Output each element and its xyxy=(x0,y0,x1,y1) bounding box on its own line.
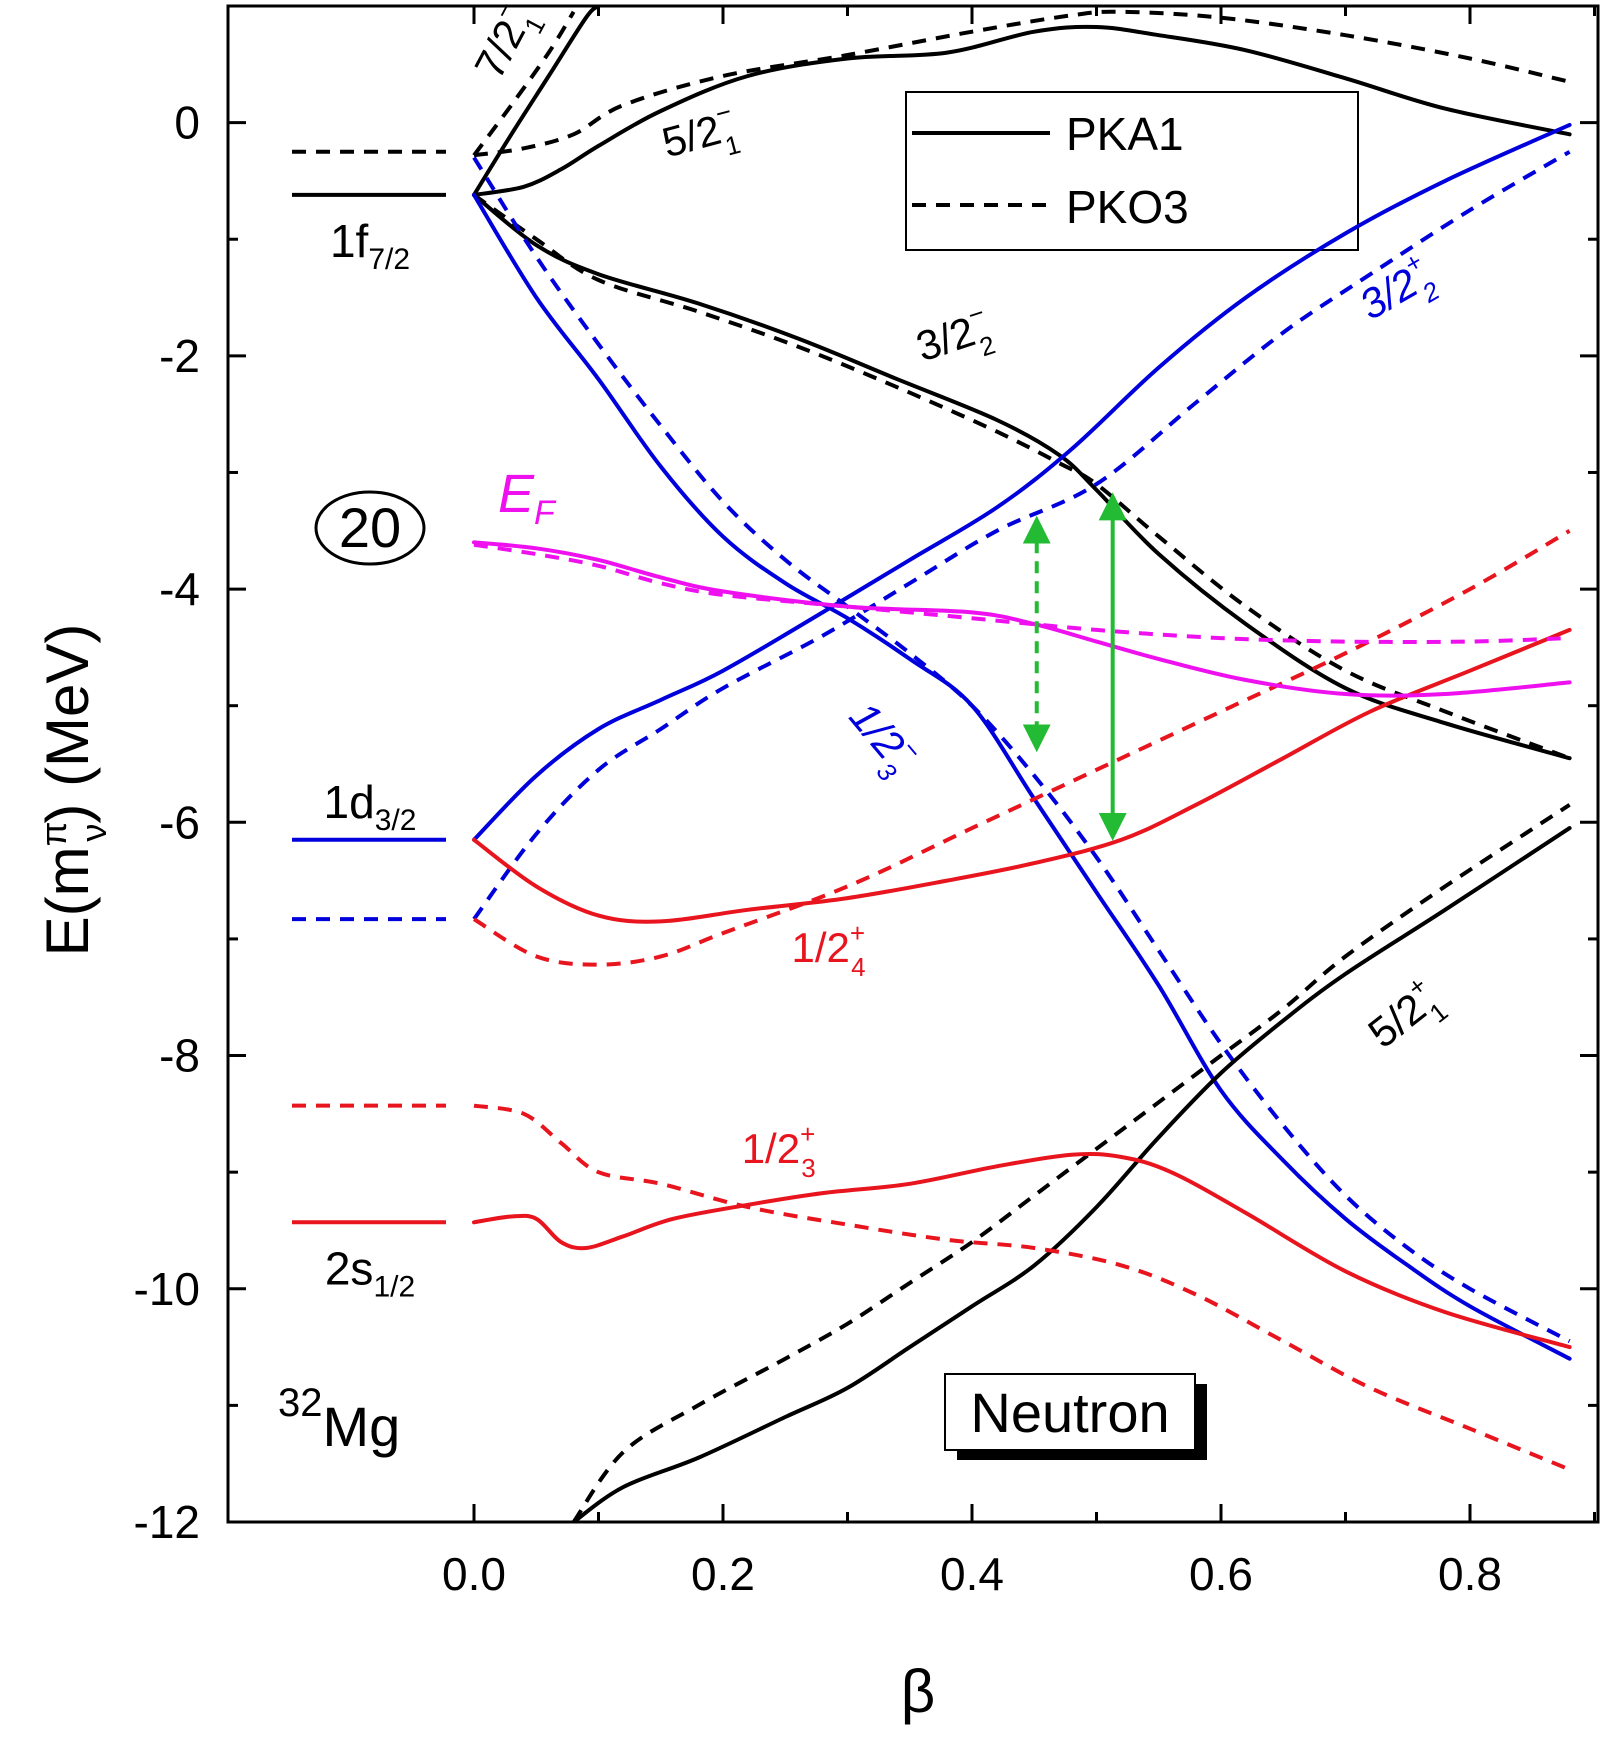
x-tick-label: 0.2 xyxy=(691,1548,755,1600)
spherical-levels: 1f7/2 1d3/2 2s1/2 xyxy=(292,149,446,1303)
nucleus-mass-number: 32 xyxy=(278,1381,323,1425)
y-tick-label: -4 xyxy=(159,563,200,615)
legend-label-pko3: PKO3 xyxy=(1066,181,1189,233)
y-tick-label: -2 xyxy=(159,330,200,382)
curve-label-sub: 2 xyxy=(976,329,999,362)
spherical-level-label-sub: 7/2 xyxy=(368,243,410,276)
magic-number-text: 20 xyxy=(339,496,401,559)
series-line-pko3-black-1 xyxy=(473,9,1571,158)
nucleus-symbol: Mg xyxy=(323,1395,401,1458)
series-line-pka1-blue-8 xyxy=(472,122,1572,842)
curve-label-text: 1/2−3 xyxy=(832,689,929,787)
curve-label-sub: 3 xyxy=(801,1153,815,1183)
y-tick-label: 0 xyxy=(174,97,200,149)
curve-label-main: 1/2 xyxy=(742,1125,800,1172)
curve-label: 1/2+ 3 xyxy=(742,1119,816,1183)
curve-label-text: 1/2+ 4 xyxy=(792,918,866,982)
fermi-level-sub: F xyxy=(534,494,557,532)
particle-label-box xyxy=(944,1373,1196,1451)
y-tick-label: -12 xyxy=(134,1496,200,1548)
series-line-pko3-black-3 xyxy=(472,10,576,157)
curve-label-sub: 1 xyxy=(722,129,744,162)
curve-label: 3/2+2 xyxy=(1348,246,1445,339)
spherical-level-label-main: 1d xyxy=(324,776,375,828)
series-line-pka1-black-0 xyxy=(472,24,1572,197)
y-axis-title-sup: π xyxy=(33,822,74,847)
curve-label: 1/2+ 4 xyxy=(792,918,866,982)
particle-label: Neutron xyxy=(944,1373,1207,1460)
series-line-pko3-blue-7 xyxy=(472,156,1571,1343)
arrows-layer xyxy=(1022,492,1127,841)
magic-number-ellipse xyxy=(314,490,426,566)
legend-label-pka1: PKA1 xyxy=(1066,108,1184,160)
series-line-pka1-black-12 xyxy=(571,826,1572,1522)
curve-label: 5/2+1 xyxy=(1356,969,1454,1065)
curve-label-main: 1/2 xyxy=(792,924,850,971)
y-axis-title-sub: ν xyxy=(73,824,114,842)
magic-number-label: 20 xyxy=(314,490,426,566)
curve-label-text: 3/2+2 xyxy=(1348,246,1445,339)
series-line-pka1-magenta-16 xyxy=(472,540,1572,698)
series-line-pka1-red-10 xyxy=(472,627,1572,924)
spherical-level-label-sub: 1/2 xyxy=(373,1270,415,1303)
x-tick-label: 0.8 xyxy=(1438,1548,1502,1600)
legend-box xyxy=(905,91,1359,251)
spherical-level-label-sub: 3/2 xyxy=(375,804,417,837)
spherical-level-label: 1f7/2 xyxy=(330,215,410,276)
curve-label-text: 5/2+1 xyxy=(1356,969,1454,1065)
spherical-level-label-main: 1f xyxy=(330,215,369,267)
curve-label-sup: + xyxy=(850,918,865,948)
spherical-level-label: 1d3/2 xyxy=(324,776,417,837)
series-line-pka1-black-2 xyxy=(472,6,601,197)
svg-text:32Mg: 32Mg xyxy=(278,1381,400,1458)
curve-label-text: 1/2+ 3 xyxy=(742,1119,816,1183)
y-tick-label: -8 xyxy=(159,1030,200,1082)
y-tick-label: -10 xyxy=(134,1263,200,1315)
legend: PKA1 PKO3 xyxy=(905,91,1359,251)
fermi-level-label: EF xyxy=(498,464,557,532)
series-line-pko3-red-11 xyxy=(472,529,1571,967)
curve-label-sub: 4 xyxy=(851,952,865,982)
series-line-pko3-magenta-17 xyxy=(473,542,1570,644)
y-axis-title-main: E(m xyxy=(34,846,101,956)
spherical-level-label: 2s1/2 xyxy=(325,1242,415,1303)
series-line-pka1-red-14 xyxy=(472,1151,1572,1350)
curve-label-sup: − xyxy=(712,96,734,129)
nucleus-label: 32Mg xyxy=(278,1381,400,1458)
x-tick-label: 0.6 xyxy=(1189,1548,1253,1600)
spherical-level-label-main: 2s xyxy=(325,1242,374,1294)
series-line-pko3-blue-9 xyxy=(472,150,1571,921)
curve-label: 1/2−3 xyxy=(832,689,929,787)
curve-label-text: 3/2−2 xyxy=(909,297,999,381)
series-line-pka1-blue-6 xyxy=(472,192,1572,1361)
x-tick-label: 0.0 xyxy=(442,1548,506,1600)
y-axis-title: E(mπν) (MeV) xyxy=(33,624,114,957)
curve-label-sup: + xyxy=(800,1119,815,1149)
fermi-level-main: E xyxy=(498,464,535,524)
plot-frame xyxy=(226,4,1600,1524)
series-line-pko3-black-13 xyxy=(571,803,1571,1522)
curve-label: 3/2−2 xyxy=(909,297,999,381)
y-axis-title-tail: ) (MeV) xyxy=(34,624,101,824)
x-tick-label: 0.4 xyxy=(940,1548,1004,1600)
x-axis-title: β xyxy=(901,1658,936,1725)
series-layer xyxy=(472,6,1572,1522)
y-tick-label: -6 xyxy=(159,796,200,848)
svg-text:EF: EF xyxy=(498,464,557,532)
series-line-pka1-black-4 xyxy=(472,192,1572,761)
particle-label-text: Neutron xyxy=(970,1381,1169,1444)
axis-ticks: 0.0 0.2 0.4 0.6 0.8 0 -2 -4 -6 -8 -10 -12 xyxy=(134,6,1598,1600)
